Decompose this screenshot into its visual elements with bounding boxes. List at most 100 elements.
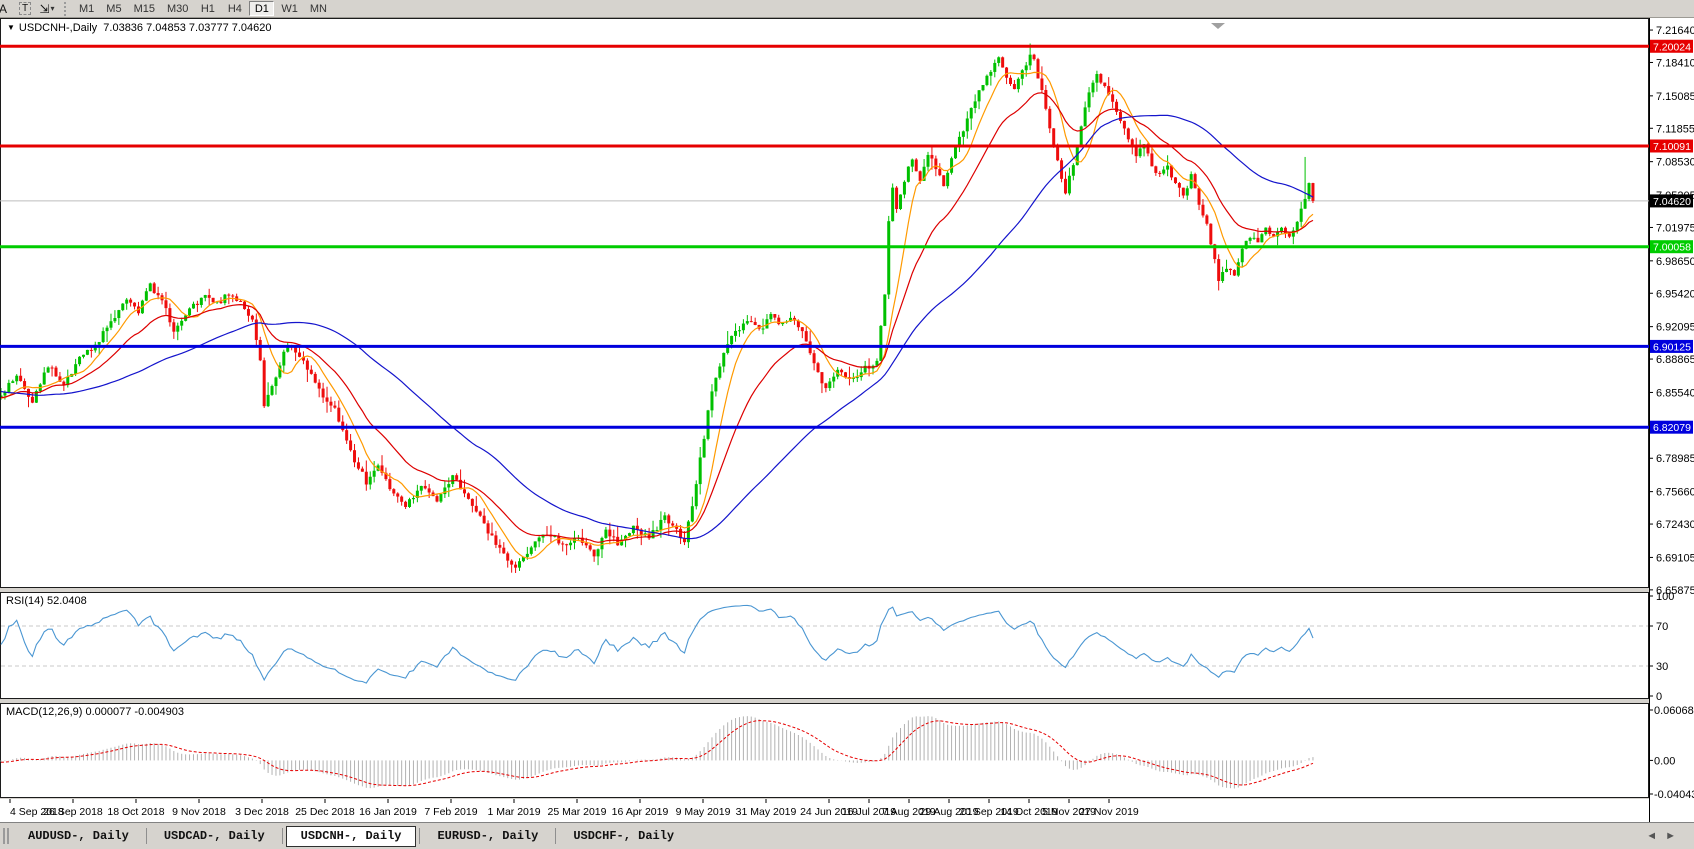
timeframe-buttons: M1 M5 M15 M30 H1 H4 D1 W1 MN: [73, 1, 333, 16]
date-tick-label: 26 Sep 2018: [43, 806, 103, 818]
price-tick-label: 6.78985: [1656, 453, 1694, 465]
chart-symbol-period: USDCNH-,Daily: [18, 22, 98, 34]
price-label-value: 7.20024: [1653, 41, 1691, 53]
date-axis-area[interactable]: [0, 799, 1649, 822]
price-tick-label: 6.85540: [1656, 387, 1694, 399]
date-tick-label: 31 May 2019: [736, 806, 797, 818]
date-tick-label: 24 Jun 2019: [800, 806, 858, 818]
main-chart-panel[interactable]: [0, 18, 1649, 588]
chart-tab-bar: AUDUSD-, Daily USDCAD-, Daily USDCNH-, Dai…: [0, 822, 1694, 849]
chart-ohlc-values: 7.03836 7.04853 7.03777 7.04620: [103, 22, 272, 34]
rsi-line: [0, 604, 1314, 684]
date-tick-label: 27 Nov 2019: [1079, 806, 1139, 818]
timeframe-button-m30[interactable]: M30: [166, 2, 189, 15]
cursor-tool-icon[interactable]: ⇲ ▾: [39, 1, 55, 16]
price-tick-label: 7.18410: [1656, 57, 1694, 69]
text-tool-icon[interactable]: T: [15, 1, 35, 16]
chart-tab-usdcnh[interactable]: USDCNH-, Daily: [285, 825, 417, 847]
date-tick-label: 4 Sep 2018: [10, 806, 64, 818]
price-label-box: [1650, 139, 1693, 153]
date-tick-label: 16 Apr 2019: [612, 806, 669, 818]
date-tick-label: 5 Nov 2019: [1042, 806, 1096, 818]
price-tick-label: 6.69105: [1656, 552, 1694, 564]
price-label-value: 6.82079: [1653, 422, 1691, 434]
rsi-tick-label: 30: [1656, 661, 1668, 673]
dropdown-caret-icon: ▾: [50, 4, 55, 13]
price-label-box: [1650, 240, 1693, 254]
rsi-indicator-label: RSI(14) 52.0408: [6, 595, 87, 607]
macd-histogram: [0, 716, 1314, 789]
date-tick-label: 16 Jan 2019: [359, 806, 417, 818]
price-label-value: 6.90125: [1653, 341, 1691, 353]
chart-tabs: AUDUSD-, Daily USDCAD-, Daily USDCNH-, Dai…: [13, 825, 689, 847]
chart-shift-marker-icon[interactable]: [1211, 23, 1225, 29]
date-tick-label: 9 May 2019: [676, 806, 731, 818]
price-tick-label: 7.01975: [1656, 222, 1694, 234]
tabbar-grip[interactable]: [3, 828, 9, 844]
date-tick-label: 18 Oct 2018: [107, 806, 164, 818]
timeframe-button-d1[interactable]: D1: [249, 1, 275, 16]
timeframe-button-h4[interactable]: H4: [227, 2, 242, 15]
timeframe-button-m1[interactable]: M1: [79, 2, 95, 15]
date-tick-label: 20 Sep 2019: [959, 806, 1019, 818]
timeframe-button-w1[interactable]: W1: [281, 2, 298, 15]
date-tick-label: 16 Jul 2019: [842, 806, 896, 818]
price-label-value: 7.00058: [1653, 242, 1691, 254]
rsi-panel[interactable]: [0, 592, 1649, 699]
price-label-box: [1650, 194, 1693, 208]
top-toolbar: A T ⇲ ▾ M1 M5 M15 M30 H1 H4 D1 W1 MN: [0, 0, 1694, 18]
price-tick-label: 7.15085: [1656, 91, 1694, 103]
timeframe-button-m5[interactable]: M5: [106, 2, 122, 15]
rsi-tick-label: 100: [1656, 591, 1674, 603]
date-tick-label: 7 Feb 2019: [424, 806, 477, 818]
date-tick-label: 14 Oct 2019: [1000, 806, 1057, 818]
price-tick-label: 6.92095: [1656, 322, 1694, 334]
macd-panel[interactable]: [0, 703, 1649, 798]
chart-tab-usdcad[interactable]: USDCAD-, Daily: [163, 828, 265, 843]
chart-canvas[interactable]: 7.216407.184107.150857.118557.085307.052…: [0, 18, 1694, 822]
font-tool-icon[interactable]: A: [0, 1, 7, 16]
macd-indicator-label: MACD(12,26,9) 0.000077 -0.004903: [6, 706, 184, 718]
price-label-value: 7.04620: [1653, 196, 1691, 208]
chart-tab-usdchf[interactable]: USDCHF-, Daily: [573, 828, 675, 843]
price-tick-label: 6.95420: [1656, 288, 1694, 300]
chart-tab-eurusd[interactable]: EURUSD-, Daily: [437, 828, 539, 843]
timeframe-button-m15[interactable]: M15: [133, 2, 155, 15]
date-tick-label: 9 Nov 2018: [172, 806, 226, 818]
timeframe-button-mn[interactable]: MN: [309, 2, 327, 15]
ma-slow: [1, 114, 1314, 540]
price-tick-label: 6.72430: [1656, 519, 1694, 531]
price-tick-label: 6.88865: [1656, 354, 1694, 366]
price-label-value: 7.10091: [1653, 141, 1691, 153]
date-tick-label: 25 Mar 2019: [548, 806, 607, 818]
price-tick-label: 7.11855: [1656, 123, 1694, 135]
macd-tick-label: -0.040432: [1654, 789, 1694, 801]
toolbar-separator: [64, 1, 69, 16]
symbol-dropdown-icon[interactable]: ▼: [7, 23, 15, 32]
price-tick-label: 6.65875: [1656, 585, 1694, 597]
tab-scroll-right-icon[interactable]: ►: [1665, 830, 1684, 842]
ma-fast: [1, 71, 1314, 559]
date-tick-label: 1 Mar 2019: [487, 806, 540, 818]
tab-divider: [555, 828, 557, 844]
date-tick-label: 7 Aug 2019: [882, 806, 935, 818]
price-label-box: [1650, 420, 1693, 434]
tab-divider: [145, 828, 147, 844]
date-tick-label: 25 Dec 2018: [295, 806, 355, 818]
chart-title: ▼ USDCNH-,Daily 7.03836 7.04853 7.03777 7…: [7, 22, 272, 34]
macd-tick-label: 0.00: [1654, 755, 1675, 767]
tab-divider: [419, 828, 421, 844]
price-tick-label: 6.98650: [1656, 256, 1694, 268]
chart-tab-audusd[interactable]: AUDUSD-, Daily: [28, 828, 129, 843]
timeframe-button-h1[interactable]: H1: [200, 2, 215, 15]
ma-medium: [1, 92, 1314, 543]
rsi-tick-label: 70: [1656, 621, 1668, 633]
tab-scroll-arrows[interactable]: ◄►: [1646, 830, 1684, 842]
macd-signal-line: [0, 720, 1314, 787]
price-tick-label: 7.21640: [1656, 25, 1694, 37]
date-tick-label: 3 Dec 2018: [235, 806, 289, 818]
macd-tick-label: 0.060687: [1654, 705, 1694, 717]
date-tick-label: 29 Aug 2019: [920, 806, 979, 818]
tab-scroll-left-icon[interactable]: ◄: [1646, 830, 1666, 842]
